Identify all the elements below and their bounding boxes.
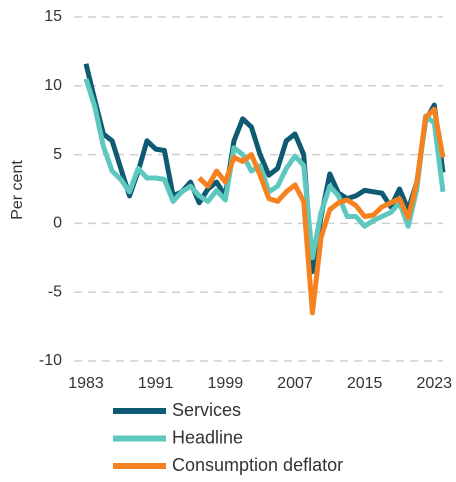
y-tick-label: 15 — [44, 8, 62, 25]
legend: Services Headline Consumption deflator — [113, 400, 343, 475]
y-axis-label: Per cent — [9, 160, 26, 220]
x-tick-label: 1983 — [68, 375, 104, 392]
x-tick-label: 2007 — [277, 375, 313, 392]
y-tick-label: 0 — [53, 215, 62, 232]
legend-label: Services — [172, 400, 241, 420]
series-line — [197, 106, 446, 316]
y-tick-label: 5 — [53, 146, 62, 163]
legend-label: Headline — [172, 427, 243, 447]
x-tick-label: 1999 — [208, 375, 244, 392]
y-tick-label: -5 — [48, 283, 62, 300]
x-tick-label: 2015 — [347, 375, 383, 392]
y-tick-label: -10 — [39, 352, 62, 369]
series-line — [83, 78, 446, 261]
series-line — [83, 63, 446, 275]
x-tick-label: 1991 — [138, 375, 174, 392]
legend-label: Consumption deflator — [172, 455, 343, 475]
x-tick-label: 2023 — [416, 375, 452, 392]
y-tick-label: 10 — [44, 77, 62, 94]
